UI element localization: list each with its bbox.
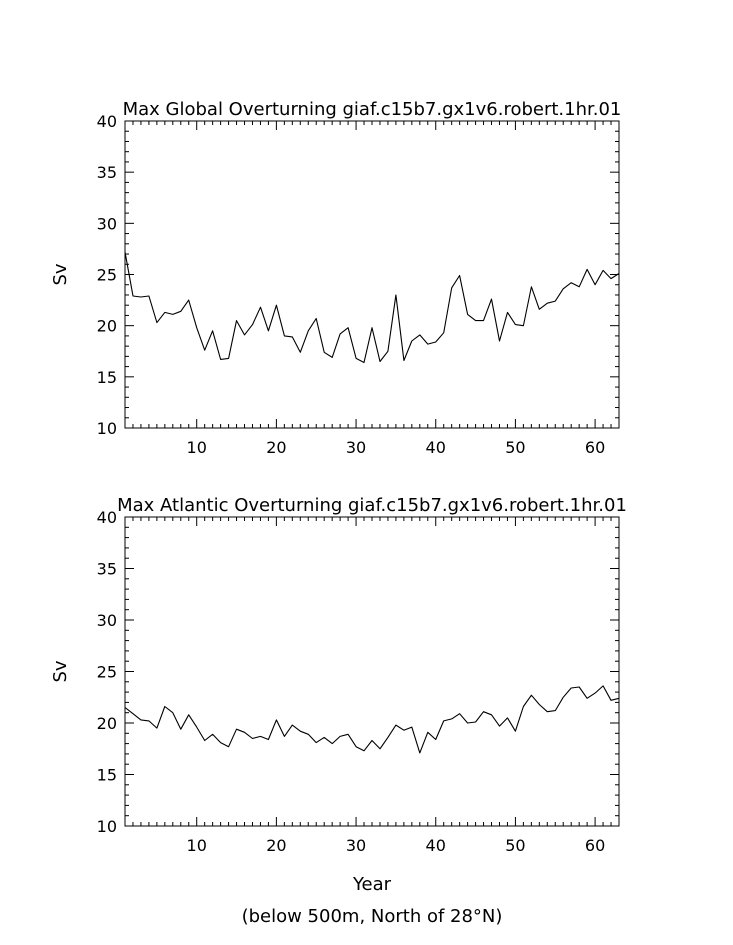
global-overturning-panel: Max Global Overturning giaf.c15b7.gx1v6.… bbox=[50, 99, 621, 457]
x-tick-label: 30 bbox=[346, 438, 366, 457]
atlantic-overturning-panel: Max Atlantic Overturning giaf.c15b7.gx1v… bbox=[50, 495, 627, 855]
y-tick-label: 35 bbox=[97, 163, 117, 182]
chart-title: Max Atlantic Overturning giaf.c15b7.gx1v… bbox=[117, 495, 627, 516]
y-tick-label: 30 bbox=[97, 214, 117, 233]
x-tick-label: 10 bbox=[187, 836, 207, 855]
chart-note: (below 500m, North of 28°N) bbox=[242, 906, 503, 927]
x-tick-label: 50 bbox=[505, 438, 525, 457]
series-line bbox=[124, 251, 620, 364]
y-tick-label: 15 bbox=[97, 368, 117, 387]
x-axis-label: Year bbox=[352, 874, 392, 895]
y-tick-label: 20 bbox=[97, 317, 117, 336]
y-tick-label: 20 bbox=[97, 714, 117, 733]
y-tick-label: 15 bbox=[97, 766, 117, 785]
x-tick-label: 50 bbox=[505, 836, 525, 855]
y-tick-label: 35 bbox=[97, 560, 117, 579]
y-tick-label: 10 bbox=[97, 419, 117, 438]
plot-frame bbox=[124, 120, 620, 429]
y-tick-label: 10 bbox=[97, 817, 117, 836]
y-tick-label: 30 bbox=[97, 611, 117, 630]
y-tick-label: 40 bbox=[97, 112, 117, 131]
y-axis-label: Sv bbox=[50, 263, 71, 285]
x-tick-label: 30 bbox=[346, 836, 366, 855]
y-tick-label: 40 bbox=[97, 508, 117, 527]
x-tick-label: 60 bbox=[585, 836, 605, 855]
y-tick-label: 25 bbox=[97, 266, 117, 285]
plot-frame bbox=[124, 516, 620, 827]
x-tick-label: 20 bbox=[266, 438, 286, 457]
x-tick-label: 10 bbox=[187, 438, 207, 457]
series-line bbox=[124, 685, 620, 754]
chart-title: Max Global Overturning giaf.c15b7.gx1v6.… bbox=[123, 99, 622, 120]
x-tick-label: 20 bbox=[266, 836, 286, 855]
x-tick-label: 40 bbox=[426, 438, 446, 457]
x-tick-label: 60 bbox=[585, 438, 605, 457]
x-tick-label: 40 bbox=[426, 836, 446, 855]
y-axis-label: Sv bbox=[50, 660, 71, 682]
y-tick-label: 25 bbox=[97, 663, 117, 682]
